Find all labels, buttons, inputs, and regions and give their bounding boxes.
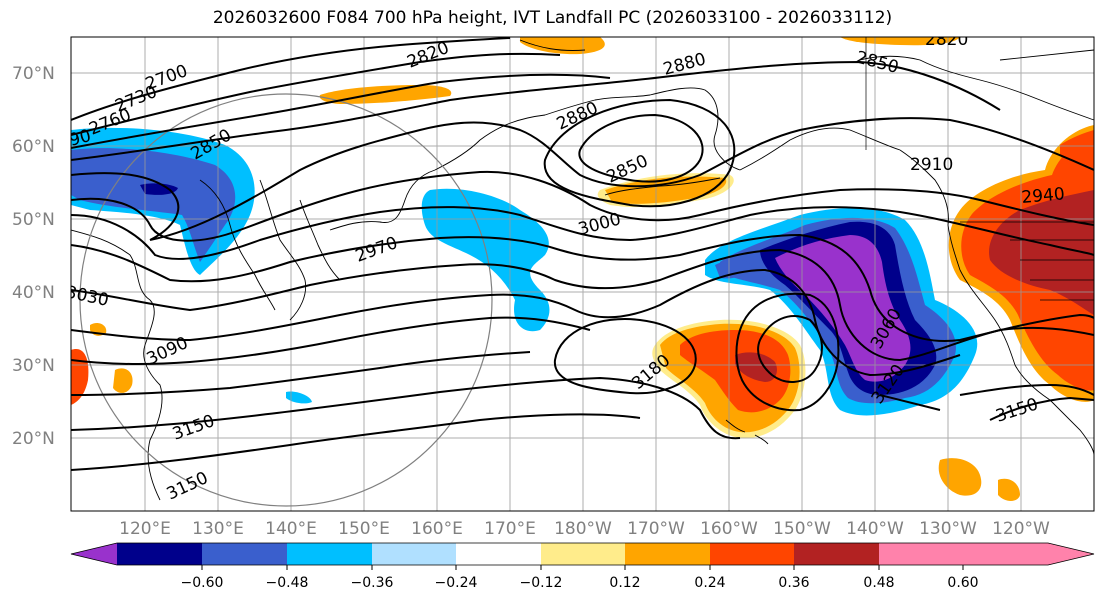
colorbar-segment [372, 543, 456, 565]
colorbar-extend-low [71, 543, 117, 565]
colorbar-segment [117, 543, 202, 565]
colorbar-segment [456, 543, 541, 565]
colorbar-segment [202, 543, 287, 565]
colorbar-tick-label: −0.36 [351, 575, 394, 591]
lat-tick-label: 20°N [12, 429, 55, 449]
colorbar-segment [794, 543, 879, 565]
lon-tick-label: 180°W [554, 519, 612, 539]
lon-tick-label: 130°W [919, 519, 977, 539]
lon-tick-label: 170°E [484, 519, 536, 539]
map-title: 2026032600 F084 700 hPa height, IVT Land… [212, 8, 893, 28]
range-circle [79, 93, 493, 507]
colorbar-tick-label: −0.48 [266, 575, 309, 591]
lon-tick-label: 120°E [119, 519, 171, 539]
lon-tick-label: 140°W [846, 519, 904, 539]
lat-tick-label: 60°N [12, 137, 55, 157]
colorbar-segment [287, 543, 372, 565]
colorbar-tick-label: 0.60 [947, 575, 978, 591]
contour-label: 2820 [925, 30, 968, 50]
gridlines [71, 37, 1094, 511]
map-frame [70, 36, 1095, 512]
coastlines [71, 39, 1094, 501]
contour-label: 2910 [910, 155, 953, 175]
colorbar-segment [710, 543, 794, 565]
lon-tick-label: 160°W [700, 519, 758, 539]
height-contours [71, 37, 1094, 471]
colorbar-tick-label: 0.24 [694, 575, 725, 591]
lat-tick-label: 50°N [12, 210, 55, 230]
colorbar-tick-label: 0.12 [609, 575, 640, 591]
lon-tick-label: 130°E [192, 519, 244, 539]
lat-tick-label: 30°N [12, 356, 55, 376]
lon-tick-label: 140°E [265, 519, 317, 539]
colorbar-segment [625, 543, 710, 565]
latitude-labels: 70°N 60°N 50°N 40°N 30°N 20°N [12, 64, 55, 449]
contour-label: 2940 [1021, 184, 1066, 208]
lon-tick-label: 120°W [992, 519, 1050, 539]
colorbar-tick-label: −0.24 [435, 575, 478, 591]
lon-tick-label: 170°W [627, 519, 685, 539]
longitude-labels: 120°E 130°E 140°E 150°E 160°E 170°E 180°… [119, 519, 1050, 539]
lat-tick-label: 40°N [12, 283, 55, 303]
colorbar-tick-label: −0.12 [520, 575, 563, 591]
colorbar-tick-label: 0.48 [863, 575, 894, 591]
lon-tick-label: 160°E [411, 519, 463, 539]
colorbar-segment [541, 543, 625, 565]
colorbar-tick-label: 0.36 [778, 575, 809, 591]
colorbar-segment [879, 543, 963, 565]
lat-tick-label: 70°N [12, 64, 55, 84]
lon-tick-label: 150°W [773, 519, 831, 539]
lon-tick-label: 150°E [338, 519, 390, 539]
colorbar: −0.60 −0.48 −0.36 −0.24 −0.12 0.12 0.24 … [70, 542, 1095, 591]
colorbar-tick-label: −0.60 [181, 575, 224, 591]
contour-label: 90 [67, 126, 93, 151]
ivt-shading [71, 37, 1094, 501]
